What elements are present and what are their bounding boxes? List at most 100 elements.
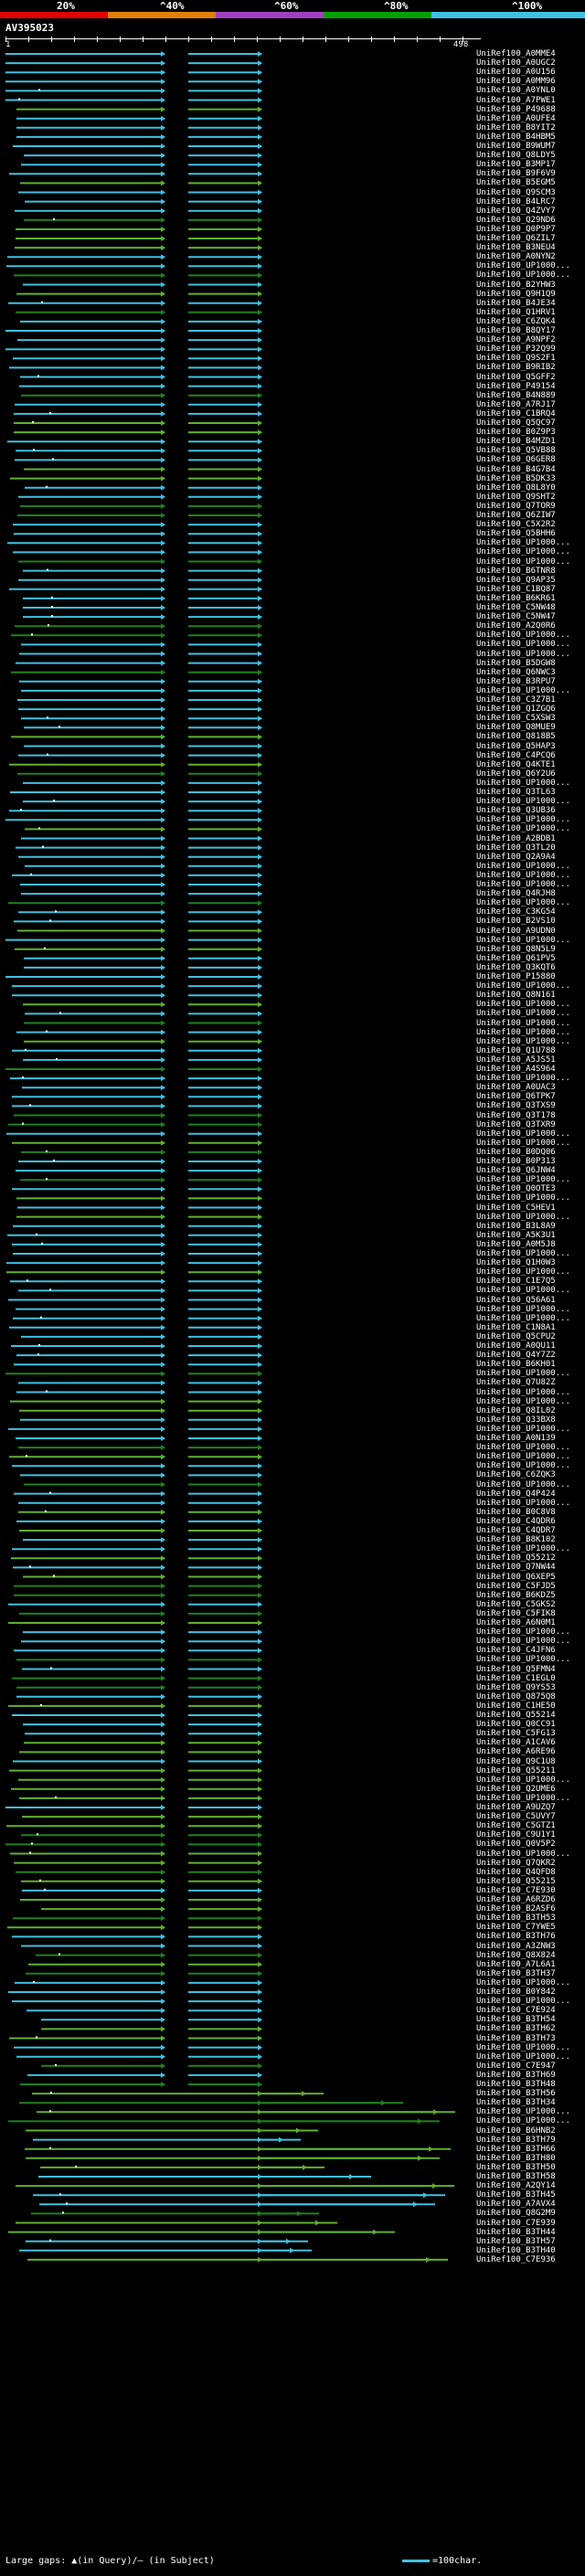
hit-label[interactable]: UniRef100_UP1000... — [476, 1396, 570, 1406]
hit-label[interactable]: UniRef100_Q6ZIL7 — [476, 234, 556, 243]
hit-label[interactable]: UniRef100_Q1H0W3 — [476, 1258, 556, 1268]
hit-label[interactable]: UniRef100_UP1000... — [476, 1018, 570, 1028]
hit-label[interactable]: UniRef100_C5FG13 — [476, 1729, 556, 1739]
hit-label[interactable]: UniRef100_UP1000... — [476, 1424, 570, 1434]
hit-label[interactable]: UniRef100_Q0P9P7 — [476, 224, 556, 234]
hit-label[interactable]: UniRef100_B3TH48 — [476, 2080, 556, 2089]
hit-label[interactable]: UniRef100_UP1000... — [476, 547, 570, 557]
hit-label[interactable]: UniRef100_UP1000... — [476, 1009, 570, 1019]
hit-label[interactable]: UniRef100_Q0V5P2 — [476, 1839, 556, 1850]
hit-label[interactable]: UniRef100_Q9SHT2 — [476, 492, 556, 502]
hit-label[interactable]: UniRef100_Q3TL63 — [476, 788, 556, 797]
hit-label[interactable]: UniRef100_B3TH57 — [476, 2236, 556, 2246]
hit-label[interactable]: UniRef100_Q6XEP5 — [476, 1572, 556, 1582]
hit-label[interactable]: UniRef100_A0QU11 — [476, 1341, 556, 1351]
hit-label[interactable]: UniRef100_C1EGL0 — [476, 1673, 556, 1683]
hit-label[interactable]: UniRef100_UP1000... — [476, 1544, 570, 1554]
hit-label[interactable]: UniRef100_UP1000... — [476, 981, 570, 991]
hit-label[interactable]: UniRef100_Q5FMN4 — [476, 1664, 556, 1674]
hit-label[interactable]: UniRef100_Q55211 — [476, 1765, 556, 1776]
hit-label[interactable]: UniRef100_Q4P424 — [476, 1489, 556, 1499]
hit-label[interactable]: UniRef100_B4JE34 — [476, 298, 556, 308]
hit-label[interactable]: UniRef100_A0MM96 — [476, 77, 556, 87]
hit-label[interactable]: UniRef100_B0C8V8 — [476, 1507, 556, 1517]
hit-label[interactable]: UniRef100_B3TH80 — [476, 2153, 556, 2163]
hit-label[interactable]: UniRef100_Q6GER8 — [476, 455, 556, 465]
hit-label[interactable]: UniRef100_A9UZQ7 — [476, 1803, 556, 1812]
hit-label[interactable]: UniRef100_B3TH50 — [476, 2162, 556, 2172]
hit-label[interactable]: UniRef100_Q4ZVY7 — [476, 206, 556, 216]
hit-label[interactable]: UniRef100_UP1000... — [476, 1027, 570, 1037]
hit-label[interactable]: UniRef100_C5NW48 — [476, 603, 556, 612]
hit-label[interactable]: UniRef100_A2QY14 — [476, 2181, 556, 2191]
hit-label[interactable]: UniRef100_Q55214 — [476, 1711, 556, 1720]
hit-label[interactable]: UniRef100_A0UFE4 — [476, 113, 556, 123]
hit-label[interactable]: UniRef100_B9WUM7 — [476, 142, 556, 151]
hit-label[interactable]: UniRef100_UP1000... — [476, 815, 570, 825]
hit-label[interactable]: UniRef100_C4QDR7 — [476, 1526, 556, 1535]
hit-label[interactable]: UniRef100_Q1ZGQ6 — [476, 705, 556, 715]
hit-label[interactable]: UniRef100_B3TH45 — [476, 2190, 556, 2200]
hit-label[interactable]: UniRef100_B2YHW3 — [476, 280, 556, 290]
hit-label[interactable]: UniRef100_Q3TXR9 — [476, 1119, 556, 1129]
hit-label[interactable]: UniRef100_Q9AP35 — [476, 575, 556, 585]
hit-label[interactable]: UniRef100_B3MP17 — [476, 160, 556, 170]
hit-label[interactable]: UniRef100_Q8X824 — [476, 1950, 556, 1960]
hit-label[interactable]: UniRef100_Q8N5L9 — [476, 944, 556, 954]
hit-label[interactable]: UniRef100_A6N0M1 — [476, 1618, 556, 1627]
hit-label[interactable]: UniRef100_A0YNL0 — [476, 86, 556, 96]
hit-label[interactable]: UniRef100_B8YIT2 — [476, 122, 556, 133]
hit-label[interactable]: UniRef100_C7E924 — [476, 2006, 556, 2016]
hit-label[interactable]: UniRef100_Q6JNW4 — [476, 1166, 556, 1176]
hit-label[interactable]: UniRef100_Q5HAP3 — [476, 741, 556, 751]
hit-label[interactable]: UniRef100_Q9SCM3 — [476, 187, 556, 197]
hit-label[interactable]: UniRef100_Q7TOR9 — [476, 501, 556, 511]
hit-label[interactable]: UniRef100_UP1000... — [476, 1793, 570, 1803]
hit-label[interactable]: UniRef100_C6ZQK3 — [476, 1470, 556, 1480]
hit-label[interactable]: UniRef100_B6KR61 — [476, 593, 556, 603]
hit-label[interactable]: UniRef100_Q4QFD8 — [476, 1867, 556, 1877]
hit-label[interactable]: UniRef100_UP1000... — [476, 557, 570, 567]
hit-label[interactable]: UniRef100_B4N889 — [476, 390, 556, 400]
hit-label[interactable]: UniRef100_Q8N161 — [476, 991, 556, 1001]
hit-label[interactable]: UniRef100_Q6NWC3 — [476, 667, 556, 677]
hit-label[interactable]: UniRef100_UP1000... — [476, 1138, 570, 1148]
hit-label[interactable]: UniRef100_B3TH53 — [476, 1913, 556, 1924]
hit-label[interactable]: UniRef100_Q7U82Z — [476, 1378, 556, 1388]
hit-label[interactable]: UniRef100_A7L6A1 — [476, 1959, 556, 1969]
hit-label[interactable]: UniRef100_Q8L8Y0 — [476, 482, 556, 493]
hit-label[interactable]: UniRef100_B2ASF6 — [476, 1904, 556, 1914]
hit-label[interactable]: UniRef100_A4S964 — [476, 1065, 556, 1074]
hit-label[interactable]: UniRef100_B6KH01 — [476, 1360, 556, 1370]
hit-label[interactable]: UniRef100_A0NYN2 — [476, 252, 556, 262]
hit-label[interactable]: UniRef100_UP1000... — [476, 2116, 570, 2126]
hit-label[interactable]: UniRef100_UP1000... — [476, 538, 570, 548]
hit-label[interactable]: UniRef100_B3TH44 — [476, 2227, 556, 2237]
hit-label[interactable]: UniRef100_UP1000... — [476, 824, 570, 834]
hit-label[interactable]: UniRef100_UP1000... — [476, 1997, 570, 2007]
hit-label[interactable]: UniRef100_A5K3U1 — [476, 1230, 556, 1240]
hit-label[interactable]: UniRef100_C1HE50 — [476, 1701, 556, 1711]
hit-label[interactable]: UniRef100_C6ZQK4 — [476, 316, 556, 326]
hit-label[interactable]: UniRef100_UP1000... — [476, 778, 570, 788]
hit-label[interactable]: UniRef100_C5FIK8 — [476, 1608, 556, 1618]
hit-label[interactable]: UniRef100_Q9C1U8 — [476, 1756, 556, 1766]
hit-label[interactable]: UniRef100_B3TH34 — [476, 2098, 556, 2108]
hit-label[interactable]: UniRef100_Q9H1Q9 — [476, 289, 556, 299]
hit-label[interactable]: UniRef100_UP1000... — [476, 1627, 570, 1638]
hit-label[interactable]: UniRef100_B4HBM5 — [476, 132, 556, 142]
hit-label[interactable]: UniRef100_B9RIB2 — [476, 363, 556, 373]
hit-label[interactable]: UniRef100_C7E936 — [476, 2254, 556, 2264]
hit-label[interactable]: UniRef100_C1BRQ4 — [476, 408, 556, 419]
hit-label[interactable]: UniRef100_Q5VB88 — [476, 446, 556, 456]
hit-label[interactable]: UniRef100_UP1000... — [476, 1369, 570, 1379]
hit-label[interactable]: UniRef100_B6HNB2 — [476, 2125, 556, 2136]
hit-label[interactable]: UniRef100_A0N139 — [476, 1434, 556, 1443]
hit-label[interactable]: UniRef100_B3TH58 — [476, 2172, 556, 2181]
hit-label[interactable]: UniRef100_C4JFN6 — [476, 1646, 556, 1656]
hit-label[interactable]: UniRef100_B4LRC7 — [476, 196, 556, 207]
hit-label[interactable]: UniRef100_Q7QKR2 — [476, 1858, 556, 1868]
hit-label[interactable]: UniRef100_B6TNR8 — [476, 566, 556, 576]
hit-label[interactable]: UniRef100_Q8LDY5 — [476, 151, 556, 161]
hit-label[interactable]: UniRef100_C3Z7B1 — [476, 695, 556, 705]
